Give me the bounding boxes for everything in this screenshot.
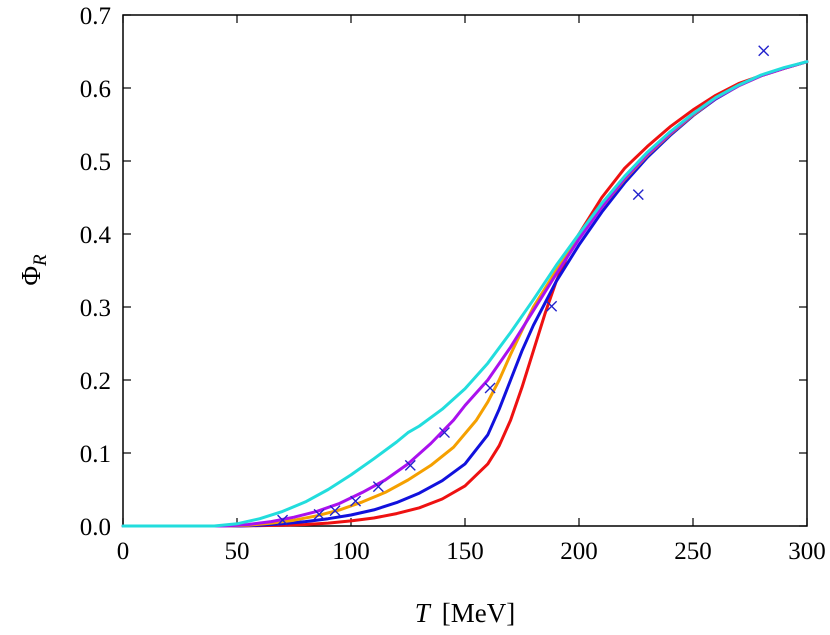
data-marker xyxy=(313,508,325,520)
plot-area xyxy=(122,14,808,527)
axis-ticks: 0 50 100 150 200 250 300 0.0 0.1 0.2 0.3 0.4 0.5 0.6 0… xyxy=(80,3,826,565)
x-tick-label: 250 xyxy=(674,538,712,565)
x-tick-label: 100 xyxy=(332,538,370,565)
data-marker xyxy=(329,505,341,517)
y-tick-label: 0.7 xyxy=(80,3,111,30)
svg-text:ΦR: ΦR xyxy=(16,254,51,286)
data-marker-stroke xyxy=(632,189,644,201)
y-tick-label: 0.3 xyxy=(80,295,111,322)
data-marker-stroke xyxy=(329,505,341,517)
x-tick-label: 200 xyxy=(560,538,598,565)
x-tick-label: 150 xyxy=(446,538,484,565)
y-tick-label: 0.0 xyxy=(80,514,111,541)
x-tick-label: 0 xyxy=(117,538,130,565)
y-axis-variable: Φ xyxy=(16,266,46,286)
y-tick-label: 0.2 xyxy=(80,368,111,395)
data-marker-stroke xyxy=(372,481,384,493)
data-marker-stroke xyxy=(313,508,325,520)
data-marker xyxy=(758,45,770,57)
data-marker xyxy=(350,495,362,507)
data-marker xyxy=(632,189,644,201)
data-marker xyxy=(404,459,416,471)
y-tick-label: 0.1 xyxy=(80,441,111,468)
x-tick-label: 300 xyxy=(788,538,826,565)
svg-text:T[MeV]: T [MeV] xyxy=(415,598,516,628)
data-marker-stroke xyxy=(438,427,450,439)
y-axis-subscript: R xyxy=(30,254,51,267)
y-axis-label: ΦR xyxy=(16,254,51,286)
series-curves xyxy=(121,60,809,528)
series-line-red xyxy=(121,60,809,528)
y-tick-label: 0.4 xyxy=(80,222,112,249)
data-marker-stroke xyxy=(546,300,558,312)
data-marker-stroke xyxy=(350,495,362,507)
data-markers xyxy=(277,45,770,526)
y-tick-label: 0.5 xyxy=(80,149,111,176)
data-marker-stroke xyxy=(277,514,289,526)
data-marker-stroke xyxy=(404,459,416,471)
x-axis-unit: [MeV] xyxy=(442,598,515,628)
data-marker xyxy=(438,427,450,439)
series-line-purple xyxy=(121,60,809,528)
series-line-orange xyxy=(121,60,809,528)
x-tick-label: 50 xyxy=(225,538,250,565)
data-marker xyxy=(546,300,558,312)
series-line-blue xyxy=(121,60,809,528)
y-tick-label: 0.6 xyxy=(80,76,111,103)
data-marker xyxy=(277,514,289,526)
series-line-cyan xyxy=(121,60,809,528)
data-marker xyxy=(484,382,496,394)
data-marker-stroke xyxy=(484,382,496,394)
plot-frame xyxy=(122,14,808,527)
data-marker xyxy=(372,481,384,493)
x-axis-label: T [MeV] xyxy=(415,598,516,628)
x-axis-variable: T xyxy=(415,598,432,628)
data-marker-stroke xyxy=(758,45,770,57)
